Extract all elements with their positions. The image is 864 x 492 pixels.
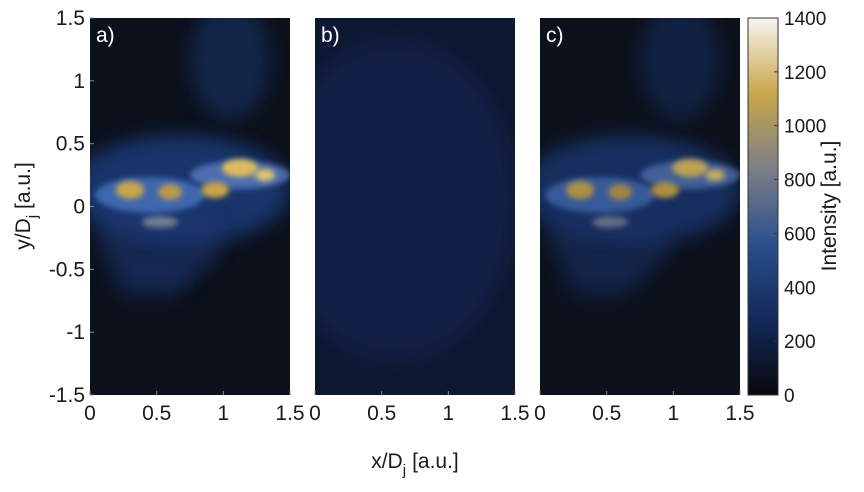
y-tick-label: -1.5 (49, 384, 85, 407)
x-tick-label: 0.5 (367, 402, 396, 425)
x-tick-label: 1.5 (725, 402, 754, 425)
colorbar-tick-label: 1200 (784, 63, 826, 84)
x-label-sub: j (402, 462, 406, 479)
image-panel (315, 18, 515, 395)
panel-label: b) (321, 24, 340, 47)
colorbar-tick-label: 600 (784, 224, 816, 245)
y-tick-label: 0.5 (56, 133, 85, 156)
x-tick-label: 0 (84, 402, 96, 425)
image-panel (540, 18, 740, 395)
y-label-sub: j (24, 215, 41, 219)
panel-label: c) (546, 24, 564, 47)
x-tick-label: 1 (217, 402, 229, 425)
x-tick-label: 0 (309, 402, 321, 425)
x-tick-label: 0.5 (592, 402, 621, 425)
x-tick-label: 1 (667, 402, 679, 425)
y-tick-label: 0 (73, 196, 85, 219)
colorbar-tick-label: 0 (784, 386, 795, 407)
colorbar-tick-label: 1000 (784, 117, 826, 138)
x-tick-label: 0.5 (142, 402, 171, 425)
colorbar-tick-label: 400 (784, 278, 816, 299)
image-panel (90, 18, 290, 395)
colorbar (747, 17, 779, 396)
haze (315, 40, 515, 360)
x-axis-label: x/Dj [a.u.] (371, 450, 459, 479)
colorbar-tick-label: 200 (784, 332, 816, 353)
colorbar-tick-label: 800 (784, 171, 816, 192)
x-label-unit: [a.u.] (412, 450, 459, 473)
colorbar-tick-label: 1400 (784, 9, 826, 30)
x-tick-label: 1 (442, 402, 454, 425)
panel-label: a) (96, 24, 115, 47)
x-tick-label: 1.5 (275, 402, 304, 425)
y-tick-label: -0.5 (49, 258, 85, 281)
y-tick-label: -1 (66, 321, 85, 344)
y-tick-label: 1.5 (56, 7, 85, 30)
x-label-text: x/D (371, 450, 403, 473)
x-tick-label: 1.5 (500, 402, 529, 425)
x-tick-label: 0 (534, 402, 546, 425)
colorbar-label: Intensity [a.u.] (818, 141, 841, 272)
y-label-text: y/D (12, 218, 35, 250)
y-axis-label: y/Dj [a.u.] (12, 162, 41, 250)
y-tick-label: 1 (73, 70, 85, 93)
y-label-unit: [a.u.] (12, 162, 35, 209)
